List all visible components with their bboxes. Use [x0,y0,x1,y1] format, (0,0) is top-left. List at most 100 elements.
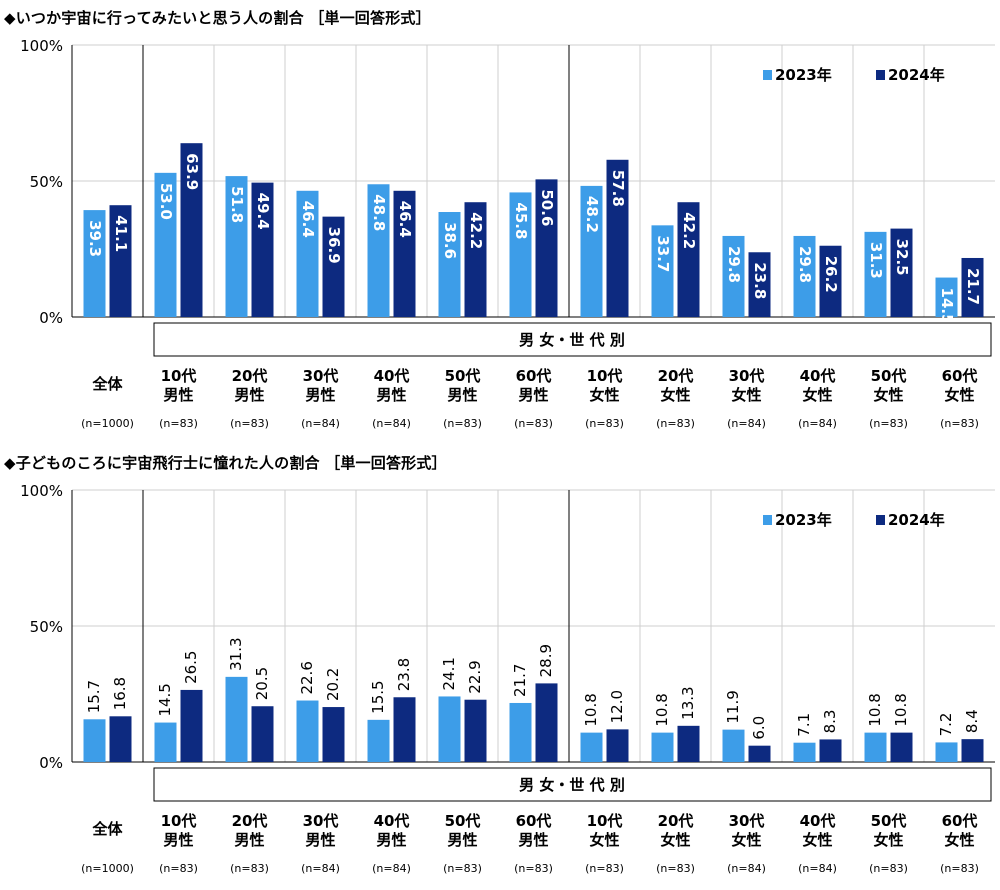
bar [651,732,674,762]
data-label: 41.1 [112,215,130,252]
category-n: (n=83) [940,862,979,875]
bar [109,205,132,317]
category-n: (n=84) [372,862,411,875]
bar [580,732,603,762]
bar [864,231,887,317]
data-label: 7.2 [937,713,955,737]
category-n: (n=83) [230,417,269,430]
bar [180,143,203,317]
category-label: 30代 [303,367,339,385]
bar [251,182,274,317]
bar [935,742,958,762]
category-sublabel: 男性 [234,386,264,404]
group-header-label: 男 女・世 代 別 [519,331,625,349]
category-n: (n=83) [443,417,482,430]
category-n: (n=84) [372,417,411,430]
y-tick-label: 100% [20,37,63,55]
data-label: 36.9 [325,227,343,264]
category-sublabel: 男性 [376,386,406,404]
category-sublabel: 女性 [660,831,690,849]
data-label: 10.8 [866,693,884,726]
bar [109,716,132,762]
category-sublabel: 男性 [376,831,406,849]
data-label: 48.2 [583,196,601,233]
data-label: 31.3 [227,637,245,670]
bar [509,192,532,317]
category-n: (n=83) [585,417,624,430]
category-n: (n=1000) [81,417,134,430]
category-sublabel: 女性 [802,831,832,849]
category-label: 60代 [516,367,552,385]
category-label: 全体 [91,820,123,838]
data-label: 22.9 [466,660,484,693]
category-label: 50代 [871,367,907,385]
data-label: 29.8 [725,246,743,283]
category-sublabel: 男性 [305,831,335,849]
data-label: 24.1 [440,657,458,690]
data-label: 29.8 [796,246,814,283]
category-sublabel: 男性 [163,386,193,404]
bar [535,683,558,762]
data-label: 31.3 [867,242,885,279]
category-sublabel: 女性 [731,386,761,404]
data-label: 57.8 [609,170,627,207]
category-label: 60代 [942,367,978,385]
bar [438,696,461,762]
category-n: (n=83) [514,862,553,875]
bar [393,190,416,317]
category-n: (n=83) [656,862,695,875]
category-n: (n=83) [585,862,624,875]
category-label: 20代 [658,812,694,830]
data-label: 11.9 [724,690,742,723]
data-label: 22.6 [298,661,316,694]
data-label: 49.4 [254,193,272,230]
data-label: 14.5 [938,288,956,325]
category-label: 30代 [303,812,339,830]
group-header-box [153,767,992,802]
data-label: 33.7 [654,235,672,272]
bar [819,739,842,762]
data-label: 45.8 [512,202,530,239]
data-label: 6.0 [750,716,768,740]
category-n: (n=83) [159,417,198,430]
y-tick-label: 50% [30,173,63,191]
bar [961,257,984,317]
category-label: 50代 [445,367,481,385]
category-n: (n=84) [727,862,766,875]
y-tick-label: 0% [39,754,63,772]
category-label: 50代 [445,812,481,830]
category-sublabel: 女性 [731,831,761,849]
category-n: (n=83) [656,417,695,430]
category-label: 60代 [942,812,978,830]
category-sublabel: 女性 [589,831,619,849]
category-sublabel: 女性 [944,831,974,849]
bar [748,745,771,762]
bar [793,235,816,317]
bar [890,732,913,762]
data-label: 8.4 [963,709,981,733]
data-label: 20.5 [253,667,271,700]
bar [819,245,842,317]
bar [651,225,674,317]
data-label: 15.7 [85,680,103,713]
category-n: (n=83) [940,417,979,430]
category-sublabel: 女性 [944,386,974,404]
data-label: 48.8 [370,194,388,231]
category-label: 60代 [516,812,552,830]
bar [322,216,345,317]
chart-2-title: ◆子どものころに宇宙飛行士に憧れた人の割合 ［単一回答形式］ [4,454,447,472]
category-n: (n=84) [727,417,766,430]
data-label: 21.7 [964,268,982,305]
category-label: 10代 [161,812,197,830]
category-sublabel: 男性 [305,386,335,404]
data-label: 42.2 [680,212,698,249]
category-n: (n=83) [869,417,908,430]
data-label: 8.3 [821,710,839,734]
category-n: (n=83) [159,862,198,875]
data-label: 23.8 [395,658,413,691]
category-sublabel: 男性 [518,831,548,849]
bar [722,235,745,317]
legend-swatch-2024 [876,70,885,80]
legend-swatch-2023 [763,515,772,525]
category-label: 20代 [232,812,268,830]
